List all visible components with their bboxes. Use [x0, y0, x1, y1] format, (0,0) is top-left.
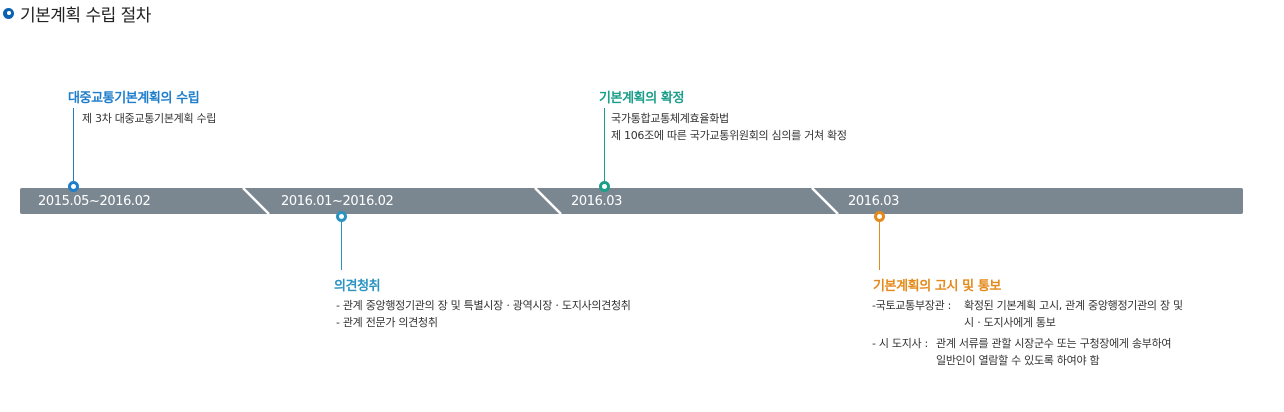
notice-item: -국토교통부장관 : 확정된 기본계획 고시, 관계 중앙행정기관의 장 및 시…: [872, 297, 1183, 331]
step-title: 기본계획의 확정: [599, 91, 685, 106]
description-line: 시ㆍ도지사에게 통보: [964, 316, 1056, 329]
notice-text: 확정된 기본계획 고시, 관계 중앙행정기관의 장 및 시ㆍ도지사에게 통보: [964, 297, 1183, 331]
timeline-separator: [242, 188, 270, 214]
timeline-marker: [599, 181, 610, 192]
timeline-marker: [336, 211, 347, 222]
description-line: 제 3차 대중교통기본계획 수립: [82, 112, 217, 125]
timeline-separators: [242, 188, 839, 214]
step-description: 제 3차 대중교통기본계획 수립: [82, 110, 216, 127]
timeline-bar: [20, 188, 1243, 214]
connector-line: [604, 108, 605, 182]
notice-label: - 시 도지사 :: [872, 337, 928, 350]
connector-line: [341, 222, 342, 270]
notice-label: -국토교통부장관 :: [872, 299, 952, 312]
description-line: - 관계 전문가 의견청취: [336, 316, 438, 329]
timeline-marker: [68, 181, 79, 192]
step-description: 국가통합교통체계효율화법 제 106조에 따른 국가교통위원회의 심의를 거쳐 …: [611, 110, 847, 144]
bullet-icon: [3, 7, 14, 19]
description-line: - 관계 중앙행정기관의 장 및 특별시장ㆍ광역시장ㆍ도지사의견청취: [336, 299, 631, 312]
timeline-separator: [811, 188, 839, 214]
step-title: 기본계획의 고시 및 통보: [873, 279, 1001, 294]
description-line: 확정된 기본계획 고시, 관계 중앙행정기관의 장 및: [964, 299, 1183, 312]
notice-item: - 시 도지사 : 관계 서류를 관할 시장군수 또는 구청장에게 송부하여 일…: [872, 335, 1183, 369]
description-line: 국가통합교통체계효율화법: [611, 112, 729, 125]
description-line: 일반인이 열람할 수 있도록 하여야 함: [936, 354, 1100, 367]
step-title: 의견청취: [334, 279, 381, 294]
step-description: - 관계 중앙행정기관의 장 및 특별시장ㆍ광역시장ㆍ도지사의견청취 - 관계 …: [336, 297, 631, 331]
description-line: 제 106조에 따른 국가교통위원회의 심의를 거쳐 확정: [611, 129, 847, 142]
step-title: 대중교통기본계획의 수립: [68, 91, 200, 106]
timeline-date: 2015.05~2016.02: [38, 194, 151, 209]
timeline-date: 2016.01~2016.02: [281, 194, 394, 209]
connector-line: [879, 222, 880, 270]
timeline-separator: [534, 188, 562, 214]
timeline-date: 2016.03: [848, 194, 899, 209]
step-description: -국토교통부장관 : 확정된 기본계획 고시, 관계 중앙행정기관의 장 및 시…: [872, 297, 1183, 369]
notice-text: 관계 서류를 관할 시장군수 또는 구청장에게 송부하여 일반인이 열람할 수 …: [936, 335, 1172, 369]
page-title: 기본계획 수립 절차: [20, 5, 151, 26]
timeline-date: 2016.03: [571, 194, 622, 209]
timeline-marker: [874, 211, 885, 222]
description-line: 관계 서류를 관할 시장군수 또는 구청장에게 송부하여: [936, 337, 1172, 350]
connector-line: [73, 108, 74, 182]
page-header: 기본계획 수립 절차: [3, 2, 151, 26]
